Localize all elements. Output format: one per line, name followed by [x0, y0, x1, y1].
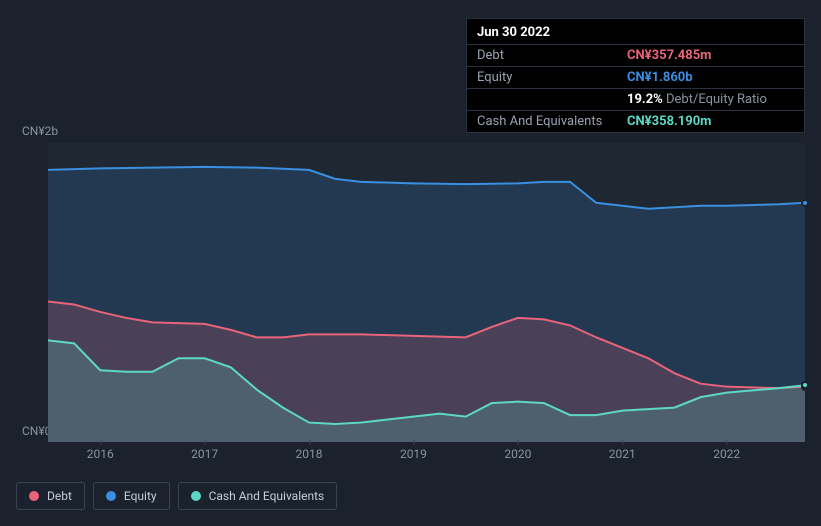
- tooltip-row-value: CN¥358.190m: [617, 111, 804, 133]
- legend-item[interactable]: Cash And Equivalents: [178, 482, 338, 510]
- legend-dot-icon: [106, 491, 116, 501]
- tooltip-row-value: CN¥1.860b: [617, 67, 804, 89]
- tooltip-row-label: Equity: [467, 67, 617, 89]
- series-end-dot: [801, 381, 809, 389]
- chart-svg: [48, 143, 805, 442]
- tooltip-row-label: Debt: [467, 45, 617, 67]
- legend-label: Debt: [47, 489, 72, 503]
- legend: Debt Equity Cash And Equivalents: [16, 482, 337, 510]
- legend-item[interactable]: Equity: [93, 482, 170, 510]
- tooltip-date: Jun 30 2022: [467, 19, 804, 44]
- x-tick: 2021: [609, 447, 636, 461]
- x-tick: 2020: [504, 447, 531, 461]
- legend-label: Equity: [124, 489, 157, 503]
- y-tick-top: CN¥2b: [22, 124, 58, 138]
- tooltip-row-label: Cash And Equivalents: [467, 111, 617, 133]
- series-end-dot: [801, 199, 809, 207]
- tooltip-row-value: 19.2% Debt/Equity Ratio: [617, 89, 804, 111]
- legend-dot-icon: [191, 491, 201, 501]
- legend-item[interactable]: Debt: [16, 482, 85, 510]
- y-tick-bottom: CN¥0: [22, 424, 51, 438]
- x-tick: 2016: [87, 447, 114, 461]
- x-tick: 2019: [400, 447, 427, 461]
- tooltip-row-label: [467, 89, 617, 111]
- legend-dot-icon: [29, 491, 39, 501]
- x-tick: 2017: [191, 447, 218, 461]
- tooltip-row-value: CN¥357.485m: [617, 45, 804, 67]
- x-tick: 2022: [713, 447, 740, 461]
- x-tick: 2018: [296, 447, 323, 461]
- chart-tooltip: Jun 30 2022 DebtCN¥357.485mEquityCN¥1.86…: [466, 18, 805, 133]
- x-axis: 2016 2017 2018 2019 2020 2021 2022: [48, 447, 805, 467]
- tooltip-table: DebtCN¥357.485mEquityCN¥1.860b19.2% Debt…: [467, 44, 804, 132]
- chart-plot[interactable]: [48, 143, 805, 442]
- legend-label: Cash And Equivalents: [209, 489, 325, 503]
